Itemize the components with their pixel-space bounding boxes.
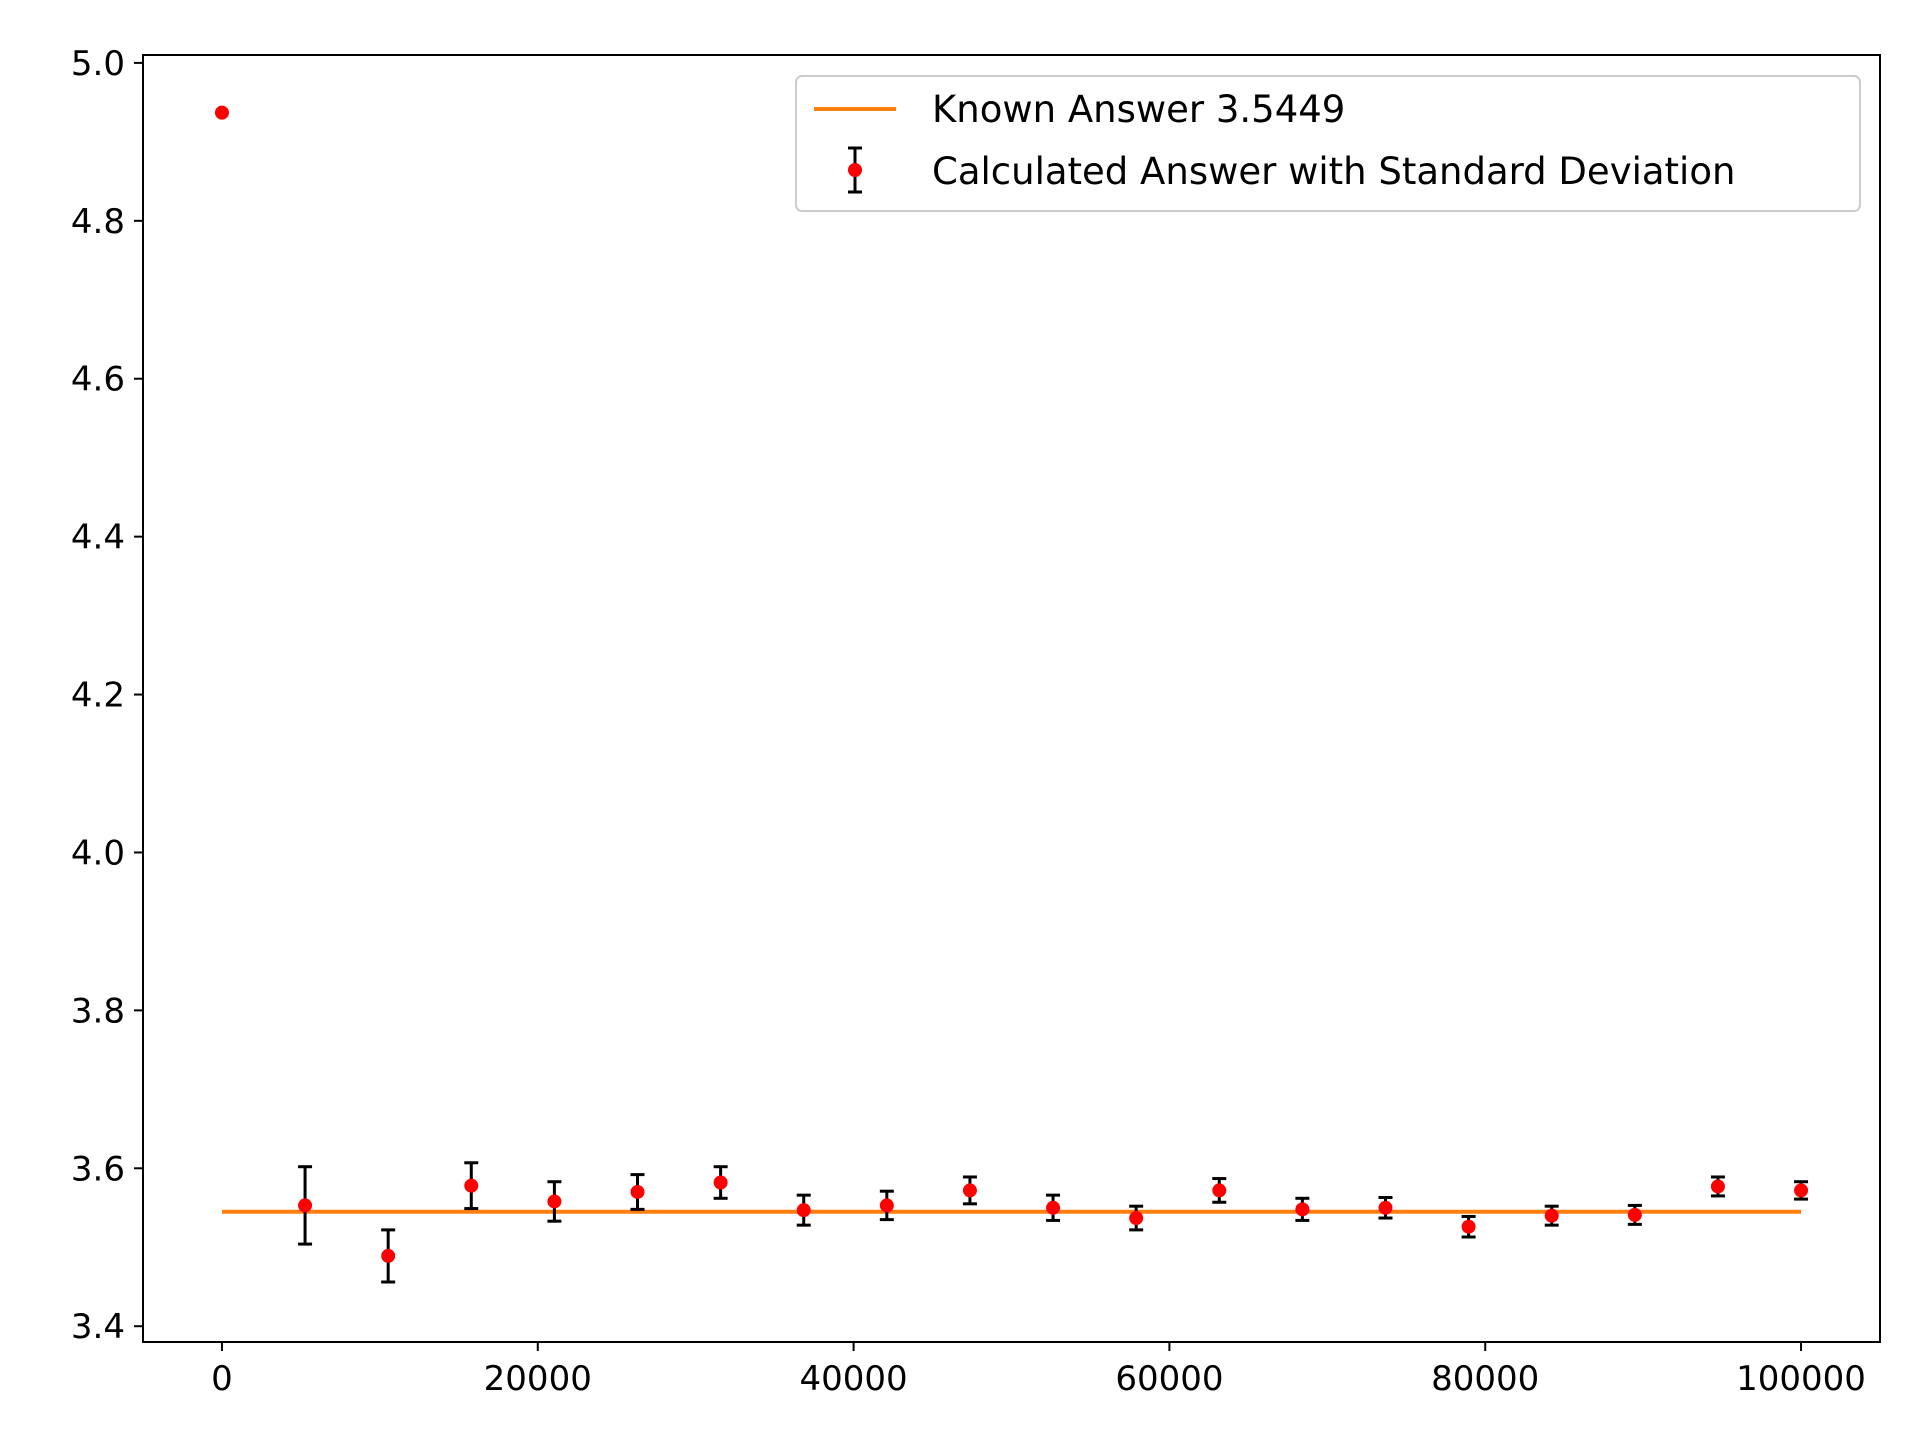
x-tick-label: 80000 bbox=[1431, 1359, 1539, 1399]
data-point bbox=[1627, 1207, 1642, 1222]
legend-label-calculated-answer: Calculated Answer with Standard Deviatio… bbox=[932, 150, 1735, 193]
data-point bbox=[1461, 1219, 1476, 1234]
data-point bbox=[713, 1175, 728, 1190]
y-tick-label: 3.4 bbox=[71, 1307, 125, 1347]
data-point bbox=[630, 1184, 645, 1199]
data-point bbox=[1378, 1200, 1393, 1215]
y-tick-label: 4.0 bbox=[71, 833, 125, 873]
plot-area bbox=[214, 105, 1809, 1284]
x-axis: 0 20000 40000 60000 80000 100000 bbox=[211, 1342, 1866, 1399]
y-tick-label: 3.8 bbox=[71, 991, 125, 1031]
y-tick-label: 4.2 bbox=[71, 676, 125, 716]
y-tick-label: 4.4 bbox=[71, 518, 125, 558]
y-axis: 3.4 3.6 3.8 4.0 4.2 4.4 4.6 4.8 5.0 bbox=[71, 44, 143, 1347]
data-point bbox=[796, 1203, 811, 1218]
legend-label-known-answer: Known Answer 3.5449 bbox=[932, 88, 1345, 131]
x-tick-label: 0 bbox=[211, 1359, 233, 1399]
x-tick-label: 60000 bbox=[1115, 1359, 1223, 1399]
data-point bbox=[214, 105, 229, 120]
data-point bbox=[547, 1194, 562, 1209]
legend-marker-swatch bbox=[848, 163, 862, 177]
data-point bbox=[1794, 1183, 1809, 1198]
y-tick-label: 3.6 bbox=[71, 1149, 125, 1189]
x-tick-label: 20000 bbox=[484, 1359, 592, 1399]
y-tick-label: 5.0 bbox=[71, 44, 125, 84]
data-point bbox=[962, 1183, 977, 1198]
data-point bbox=[1710, 1179, 1725, 1194]
legend-box bbox=[795, 75, 1861, 212]
data-point bbox=[381, 1248, 396, 1263]
data-point bbox=[464, 1178, 479, 1193]
data-point bbox=[1046, 1200, 1061, 1215]
y-tick-label: 4.6 bbox=[71, 360, 125, 400]
data-point bbox=[879, 1198, 894, 1213]
y-tick-label: 4.8 bbox=[71, 202, 125, 242]
data-point bbox=[1295, 1202, 1310, 1217]
data-point bbox=[1544, 1208, 1559, 1223]
x-tick-label: 100000 bbox=[1736, 1359, 1866, 1399]
legend: Known Answer 3.5449 Calculated Answer wi… bbox=[795, 75, 1861, 212]
axes-frame bbox=[142, 54, 1881, 1343]
data-point bbox=[298, 1198, 313, 1213]
data-point bbox=[1212, 1183, 1227, 1198]
x-tick-label: 40000 bbox=[800, 1359, 908, 1399]
data-point bbox=[1129, 1211, 1144, 1226]
